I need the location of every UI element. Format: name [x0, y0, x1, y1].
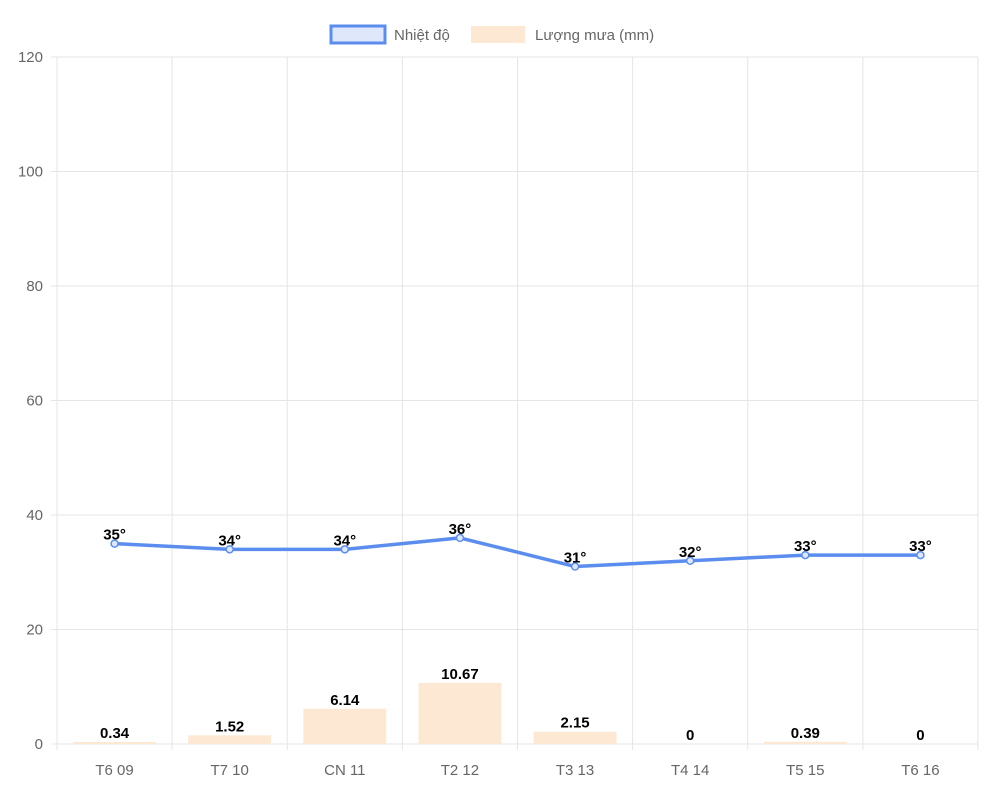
rain-value-label: 0 [916, 727, 924, 744]
rain-bar [763, 741, 847, 744]
axes: 0 20 40 60 80 100 120 T6 09 T7 10 CN 11 T2 12 T3 13… [18, 49, 940, 779]
legend-swatch-rain [471, 26, 525, 43]
temperature-value-label: 32° [679, 544, 702, 561]
rain-bar [533, 731, 617, 744]
legend-swatch-temperature [329, 24, 387, 45]
rain-value-label: 2.15 [560, 715, 589, 732]
y-tick-label: 20 [26, 622, 43, 639]
temperature-point [455, 533, 465, 543]
y-tick-label: 80 [26, 278, 43, 295]
x-tick-label: T6 16 [901, 762, 939, 779]
temperature-point [340, 545, 350, 554]
temperature-point [916, 550, 925, 560]
rain-bar [73, 742, 157, 744]
legend-item-temperature[interactable]: Nhiệt độ [329, 24, 450, 45]
rain-value-label: 1.52 [215, 718, 244, 735]
temperature-value-label: 33° [909, 538, 932, 555]
legend-label-rain: Lượng mưa (mm) [535, 27, 654, 44]
temperature-point [570, 562, 580, 571]
rain-value-label: 6.14 [330, 692, 360, 709]
rain-value-label: 10.67 [441, 666, 479, 683]
x-tick-label: CN 11 [324, 762, 365, 779]
x-tick-label: T7 10 [211, 762, 249, 779]
temperature-point [225, 545, 234, 554]
grid [51, 56, 979, 750]
legend-item-rain[interactable]: Lượng mưa (mm) [471, 26, 654, 44]
temperature-series-line [114, 536, 921, 569]
legend[interactable]: Nhiệt độ Lượng mưa (mm) [329, 24, 654, 45]
data-labels: 0.34 1.52 6.14 10.67 2.15 0 0.39 0 35° 34° 34° 36° 3… [100, 521, 932, 744]
rain-bar [418, 682, 502, 744]
y-tick-label: 0 [35, 736, 43, 753]
rain-bar [303, 708, 387, 744]
temperature-value-label: 31° [564, 550, 587, 567]
legend-label-temperature: Nhiệt độ [394, 27, 450, 44]
temperature-point [801, 550, 810, 560]
rain-bars [73, 682, 847, 744]
y-tick-label: 40 [26, 507, 43, 524]
temperature-value-label: 35° [103, 527, 126, 544]
temperature-point [110, 539, 119, 548]
rain-bar [188, 735, 272, 744]
x-tick-label: T5 15 [786, 762, 824, 779]
x-tick-label: T2 12 [441, 762, 479, 779]
x-tick-label: T6 09 [95, 762, 133, 779]
y-tick-label: 120 [18, 49, 43, 66]
y-tick-label: 100 [18, 164, 43, 181]
temperature-value-label: 33° [794, 538, 817, 555]
temperature-line [110, 533, 925, 571]
rain-value-label: 0 [686, 727, 694, 744]
x-tick-label: T3 13 [556, 762, 594, 779]
y-tick-label: 60 [26, 393, 43, 410]
temperature-value-label: 34° [333, 532, 356, 549]
rain-value-label: 0.34 [100, 725, 130, 742]
temperature-value-label: 34° [218, 532, 241, 549]
temperature-point [685, 556, 695, 566]
x-tick-label: T4 14 [671, 762, 709, 779]
rain-value-label: 0.39 [791, 725, 820, 742]
temperature-value-label: 36° [449, 521, 472, 538]
